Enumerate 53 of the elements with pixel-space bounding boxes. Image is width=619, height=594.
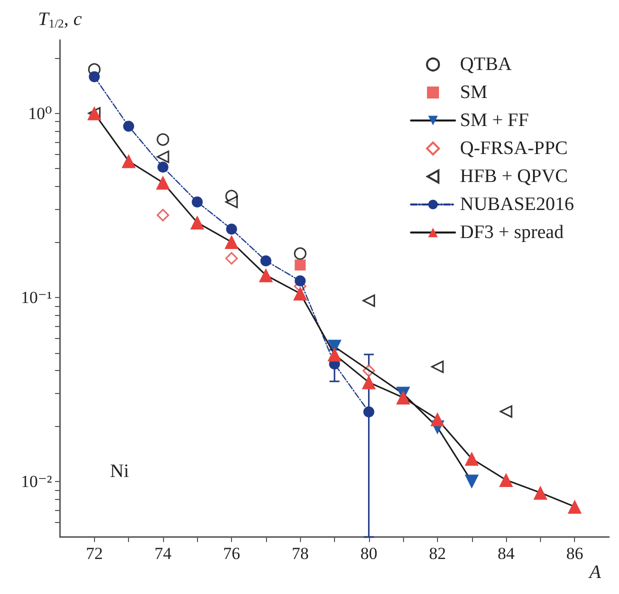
point xyxy=(363,406,374,418)
point xyxy=(293,286,308,301)
point xyxy=(190,216,204,230)
point xyxy=(396,390,410,405)
x-tick-label: 78 xyxy=(292,544,309,563)
point xyxy=(533,486,548,500)
legend-label: QTBA xyxy=(460,54,512,75)
x-tick-label: 74 xyxy=(154,544,172,563)
point xyxy=(157,162,168,173)
x-tick-label: 84 xyxy=(498,544,516,563)
point xyxy=(464,474,479,489)
legend-label: Q-FRSA-PPC xyxy=(460,138,568,159)
point xyxy=(430,412,444,426)
point xyxy=(226,224,238,235)
annotation: Ni xyxy=(110,461,129,482)
point xyxy=(88,71,100,82)
point xyxy=(156,150,170,164)
point xyxy=(225,252,238,265)
legend-label: HFB + QPVC xyxy=(460,166,568,187)
x-axis-title: A xyxy=(587,562,602,583)
y-tick-label: 10⁻¹ xyxy=(20,288,52,307)
point xyxy=(362,294,376,307)
legend-label: SM xyxy=(460,82,488,103)
point xyxy=(224,234,239,249)
x-tick-label: 80 xyxy=(360,544,378,563)
point xyxy=(499,472,514,487)
point xyxy=(294,259,306,270)
point xyxy=(294,275,306,286)
point xyxy=(258,268,273,282)
point xyxy=(156,208,170,222)
point xyxy=(500,405,512,418)
legend-label: DF3 + spread xyxy=(460,222,564,243)
point xyxy=(260,255,272,266)
point xyxy=(122,154,136,168)
point xyxy=(294,247,306,260)
point xyxy=(156,176,170,190)
point xyxy=(192,196,203,208)
point xyxy=(362,375,376,390)
point xyxy=(431,360,444,374)
x-tick-label: 72 xyxy=(86,544,103,563)
point xyxy=(156,133,170,146)
point xyxy=(123,120,134,132)
point xyxy=(328,347,342,362)
point xyxy=(568,500,582,514)
x-tick-label: 86 xyxy=(566,544,584,563)
x-tick-label: 76 xyxy=(223,544,240,563)
legend-label: NUBASE2016 xyxy=(460,194,574,215)
y-tick-label: 10⁰ xyxy=(28,104,52,123)
y-tick-label: 10⁻² xyxy=(20,472,52,492)
legend-label: SM + FF xyxy=(460,110,529,131)
x-tick-label: 82 xyxy=(428,544,446,563)
point xyxy=(464,452,479,466)
point xyxy=(225,196,238,208)
